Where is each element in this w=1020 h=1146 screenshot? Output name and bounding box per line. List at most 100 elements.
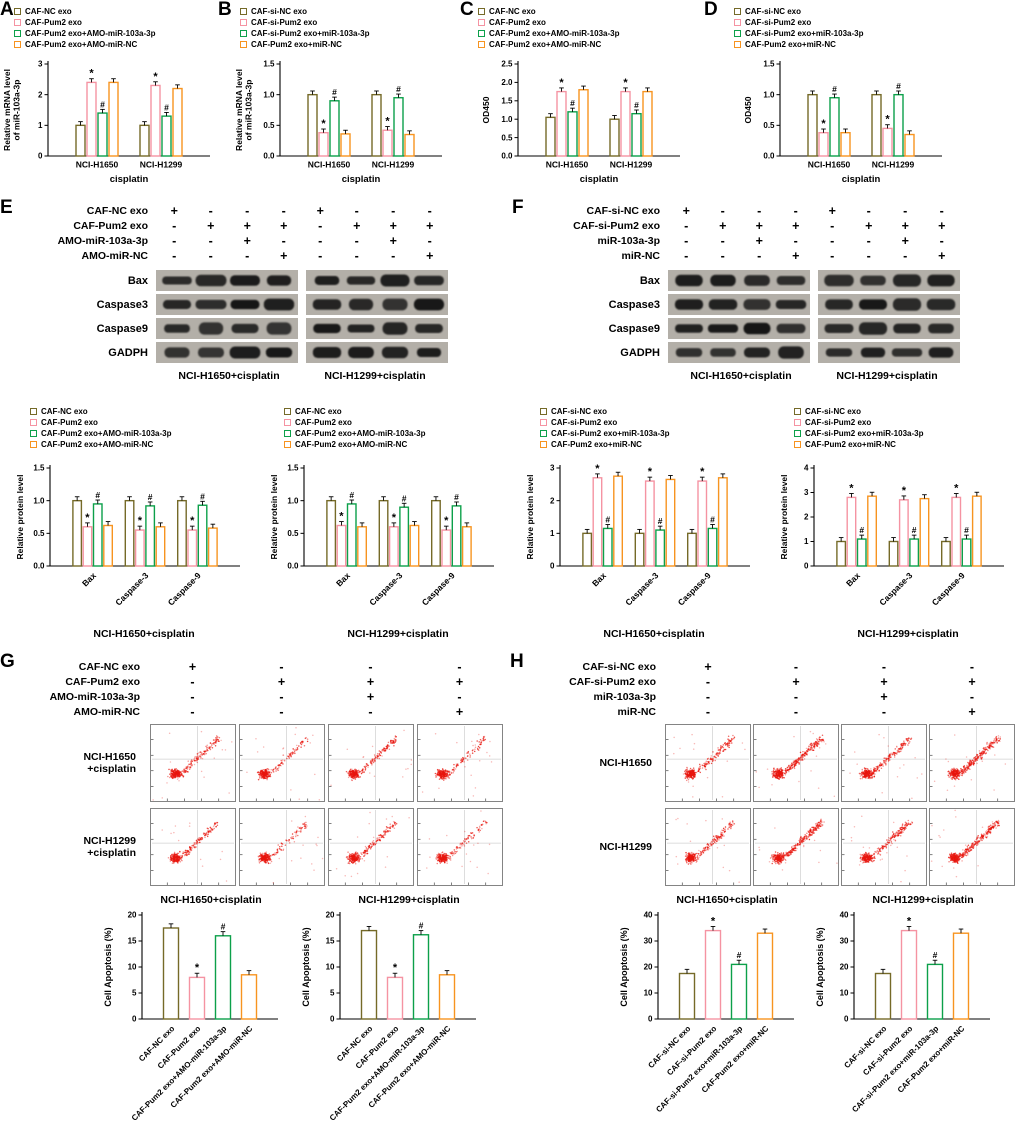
condition-symbol: - [720,204,725,218]
condition-symbol: - [279,705,284,719]
flow-plot-cell [664,808,752,886]
flow-scatter-plot [149,724,236,802]
apoptosis-chart-G-left-block: NCI-H1650+cisplatin 0 5 10 15 20 Cell Apoptos… [94,894,286,1135]
legend-swatch [240,8,247,15]
svg-text:#: # [200,491,205,501]
svg-text:#: # [964,525,969,535]
legend-label: CAF-si-Pum2 exo [251,18,318,27]
legend-item: CAF-Pum2 exo [478,17,619,28]
legend-item: CAF-Pum2 exo+AMO-miR-NC [284,439,425,450]
blot-caption: NCI-H1299+cisplatin [836,370,938,382]
bar-chart-svg: 0.0 0.5 1.0 1.5 2.0 2.5 OD450 NCI-H1650 NCI-H129… [481,60,680,185]
svg-text:NCI-H1299: NCI-H1299 [372,160,415,170]
condition-symbol: + [426,249,434,263]
chart-E-right-legend: CAF-NC exo CAF-Pum2 exo CAF-Pum2 exo+AMO-m… [284,406,425,450]
svg-text:*: * [700,466,705,478]
condition-symbol: + [901,219,909,233]
legend-label: CAF-si-Pum2 exo+miR-103a-3p [251,29,370,38]
svg-text:of miR-103a-3p: of miR-103a-3p [12,80,22,141]
legend-item: CAF-Pum2 exo [30,417,171,428]
condition-symbol: + [170,204,178,218]
svg-text:5: 5 [132,989,137,998]
condition-symbol: - [368,705,373,719]
legend-item: CAF-si-Pum2 exo [734,17,863,28]
blot-row: Caspase3 [514,294,960,315]
svg-text:Relative mRNA level: Relative mRNA level [2,69,12,151]
condition-symbol: - [866,249,871,263]
legend-item: CAF-si-Pum2 exo+miR-103a-3p [734,28,863,39]
condition-symbol: - [245,204,250,218]
legend-label: CAF-NC exo [295,407,342,416]
legend-item: CAF-si-NC exo [734,6,863,17]
svg-text:0: 0 [132,1015,137,1024]
flow-scatter-plot [149,808,236,886]
svg-text:1.5: 1.5 [287,464,299,473]
svg-text:1.5: 1.5 [501,97,513,106]
legend-swatch [284,430,291,437]
condition-symbol: - [318,249,323,263]
panel-F-letter: F [512,197,524,218]
condition-label: AMO-miR-NC [81,250,149,262]
svg-text:20: 20 [326,911,335,920]
svg-text:cisplatin: cisplatin [580,174,619,185]
condition-symbol: + [865,219,873,233]
svg-text:#: # [148,492,153,502]
flow-plot-cell [326,724,415,802]
condition-symbol: - [427,204,432,218]
flow-row-label-line: NCI-H1299 [599,841,652,853]
chart-E-left-legend: CAF-NC exo CAF-Pum2 exo CAF-Pum2 exo+AMO-m… [30,406,171,450]
condition-symbol: + [880,675,888,689]
panel-F-blot-captions: NCI-H1650+cisplatin NCI-H1299+cisplatin [668,370,960,382]
condition-symbol: - [457,690,462,704]
legend-label: CAF-si-Pum2 exo+miR-103a-3p [551,429,670,438]
legend-label: CAF-si-Pum2 exo+miR-103a-3p [745,29,864,38]
panel-H: H CAF-si-NC exo + - - - CAF-si-Pum2 exo - + + + mi… [510,652,1020,1146]
condition-symbol: - [866,204,871,218]
svg-text:10: 10 [326,963,335,972]
condition-label: AMO-miR-103a-3p [57,235,148,247]
flow-scatter-plot [327,724,414,802]
apoptosis-chart-G-right: 0 5 10 15 20 Cell Apoptosis (%) CAF-NC exo CAF-… [292,907,484,1135]
condition-label: CAF-Pum2 exo [73,220,148,232]
legend-item: CAF-Pum2 exo+miR-NC [240,39,369,50]
condition-symbol: + [901,234,909,248]
legend-label: CAF-Pum2 exo+AMO-miR-103a-3p [41,429,172,438]
svg-text:Caspase-3: Caspase-3 [623,570,660,607]
condition-symbol: + [316,204,324,218]
flow-plot-cell [840,808,928,886]
condition-symbol: + [188,660,197,674]
legend-swatch [14,19,21,26]
legend-swatch [14,8,21,15]
panel-B-legend: CAF-si-NC exo CAF-si-Pum2 exo CAF-si-Pum2 … [240,6,369,50]
flow-row-label-line: +cisplatin [87,763,136,775]
condition-symbol: - [318,234,323,248]
svg-text:#: # [570,98,575,108]
condition-symbol: - [969,660,975,674]
condition-symbol: - [705,690,711,704]
apoptosis-chart-H-right-block: NCI-H1299+cisplatin 0 10 20 30 40 Cell Apopto… [806,894,998,1135]
panel-E-letter: E [0,197,13,218]
chart-E-right-caption: NCI-H1299+cisplatin [347,628,449,640]
svg-text:4: 4 [804,464,809,473]
svg-text:2: 2 [38,90,43,99]
svg-text:#: # [454,492,459,502]
condition-symbol: - [757,249,762,263]
bar-chart-svg: 0 1 2 3 Relative protein level Bax Caspase-3 Ca… [525,463,750,607]
flow-plot-cell [326,808,415,886]
panel-G-conditions: CAF-NC exo + - - - CAF-Pum2 exo - + + + AMO-miR-10… [2,660,504,719]
condition-symbol: - [391,204,396,218]
blot-row: GADPH [2,342,448,363]
legend-swatch [540,419,547,426]
condition-symbol: - [354,234,359,248]
legend-label: CAF-Pum2 exo+AMO-miR-103a-3p [489,29,620,38]
condition-symbol: + [755,234,763,248]
legend-item: CAF-si-NC exo [540,406,669,417]
legend-item: CAF-si-NC exo [240,6,369,17]
blot-caption: NCI-H1299+cisplatin [324,370,426,382]
condition-symbol: - [245,249,250,263]
svg-text:1.0: 1.0 [763,90,775,99]
blot-row: Caspase9 [2,318,448,339]
condition-symbol: - [720,234,725,248]
condition-symbol: + [243,219,251,233]
